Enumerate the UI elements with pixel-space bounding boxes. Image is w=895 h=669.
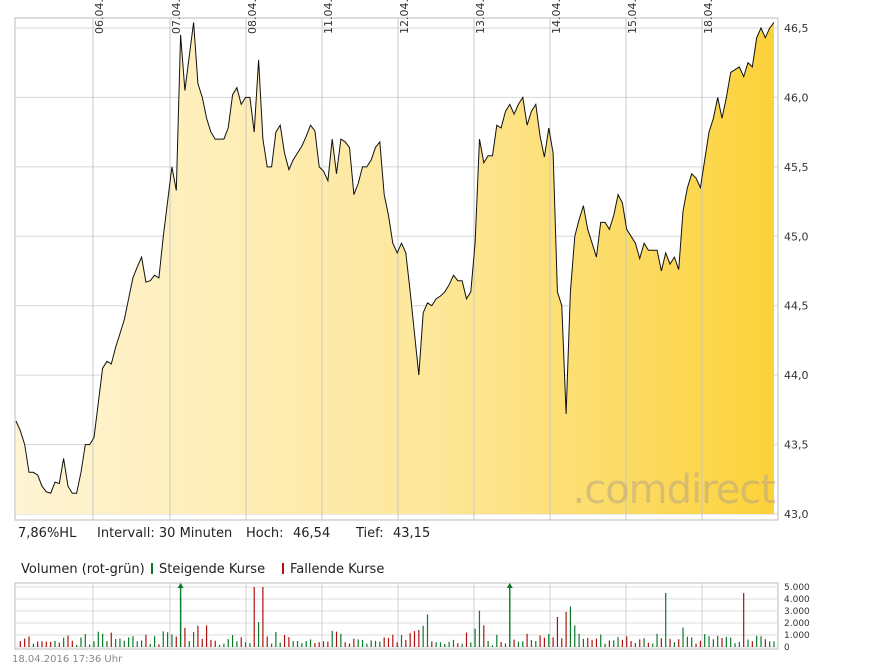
price-tick-label: 44,5 [784, 300, 809, 313]
low-label: Tief: [355, 526, 384, 541]
volume-tick-label: 2.000 [784, 619, 810, 629]
overflow-arrow-icon [506, 583, 513, 588]
timestamp: 18.04.2016 17:36 Uhr [12, 654, 123, 665]
high-label: Hoch: [246, 526, 284, 541]
price-tick-label: 43,0 [784, 508, 809, 521]
volume-overflow-markers [177, 583, 513, 647]
low-value: 43,15 [393, 526, 430, 541]
volume-tick-label: 5.000 [784, 583, 810, 593]
falling-legend-label: Fallende Kurse [290, 562, 384, 577]
date-tick-label: 11.04. [322, 0, 335, 34]
date-tick-label: 13.04. [474, 0, 487, 34]
price-tick-label: 46,0 [784, 91, 809, 104]
date-tick-label: 07.04. [170, 0, 183, 34]
date-axis-labels: 06.04. 07.04. 08.04. 11.04. 12.04. 13.04. 14.0… [93, 0, 715, 34]
overflow-arrow-icon [177, 583, 184, 588]
date-tick-label: 14.04. [550, 0, 563, 34]
volume-legend-title: Volumen (rot-grün) [21, 562, 145, 577]
price-line [15, 22, 775, 494]
date-tick-label: 06.04. [93, 0, 106, 34]
volume-panel-frame [14, 582, 779, 650]
price-tick-label: 45,0 [784, 230, 809, 243]
date-tick-label: 12.04. [398, 0, 411, 34]
price-tick-label: 46,5 [784, 22, 809, 35]
rising-legend-swatch [151, 563, 153, 574]
rising-legend-label: Steigende Kurse [159, 562, 265, 577]
high-value: 46,54 [293, 526, 330, 541]
interval-label: Intervall: 30 Minuten [97, 526, 232, 541]
date-tick-label: 15.04. [626, 0, 639, 34]
volume-tick-label: 0 [784, 643, 790, 653]
volume-bars [19, 587, 775, 647]
volume-tick-label: 3.000 [784, 607, 810, 617]
price-axis-labels: 43,0 43,5 44,0 44,5 45,0 45,5 46,0 46,5 [784, 22, 809, 521]
comdirect-watermark: .comdirect [573, 467, 776, 513]
price-tick-label: 43,5 [784, 439, 809, 452]
volume-axis-labels: 0 1.000 2.000 3.000 4.000 5.000 [784, 583, 810, 653]
falling-legend-swatch [282, 563, 284, 574]
price-tick-label: 44,0 [784, 369, 809, 382]
volume-tick-label: 4.000 [784, 595, 810, 605]
date-tick-label: 08.04. [246, 0, 259, 34]
range-label: 7,86%HL [18, 526, 77, 541]
price-tick-label: 45,5 [784, 161, 809, 174]
date-tick-label: 18.04. [702, 0, 715, 34]
price-area [16, 22, 774, 515]
volume-tick-label: 1.000 [784, 631, 810, 641]
price-vertical-grid [92, 18, 703, 520]
